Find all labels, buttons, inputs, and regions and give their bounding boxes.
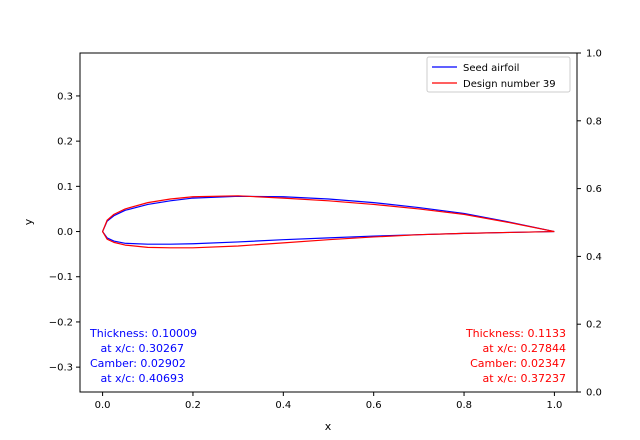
design-thickness-location-text: at x/c: 0.27844 (482, 342, 566, 355)
y-tick-label: 0.1 (57, 182, 73, 193)
seed-thickness-location-text: at x/c: 0.30267 (90, 342, 184, 355)
y2-tick-label: 1.0 (586, 49, 602, 60)
design-camber-text: Camber: 0.02347 (470, 357, 566, 370)
y2-tick-label: 0.0 (586, 388, 602, 399)
seed-thickness-text: Thickness: 0.10009 (89, 327, 197, 340)
y-tick-label: −0.1 (49, 272, 73, 283)
y2-tick-label: 0.4 (586, 252, 602, 263)
design-thickness-text: Thickness: 0.1133 (465, 327, 566, 340)
legend-label-design: Design number 39 (463, 79, 556, 90)
x-axis-label: x (325, 420, 332, 433)
x-tick-label: 0.6 (366, 400, 382, 411)
x-tick-label: 0.2 (185, 400, 201, 411)
legend-box (426, 56, 571, 93)
x-tick-label: 0.8 (456, 400, 472, 411)
design-annotation: Thickness: 0.1133 at x/c: 0.27844 Camber… (465, 327, 566, 385)
y2-tick-label: 0.2 (586, 320, 602, 331)
y-tick-label: −0.2 (49, 317, 73, 328)
y2-tick-label: 0.8 (586, 116, 602, 127)
y-tick-label: 0.2 (57, 137, 73, 148)
seed-camber-location-text: at x/c: 0.40693 (90, 372, 184, 385)
y-tick-label: 0.0 (57, 227, 73, 238)
y2-axis-ticks: 1.0 0.8 0.6 0.4 0.2 0.0 (577, 49, 602, 399)
y2-tick-label: 0.6 (586, 184, 602, 195)
x-axis-ticks: 0.0 0.2 0.4 0.6 0.8 1.0 (95, 392, 562, 411)
design-camber-location-text: at x/c: 0.37237 (482, 372, 566, 385)
seed-annotation: Thickness: 0.10009 at x/c: 0.30267 Cambe… (89, 327, 197, 385)
x-tick-label: 1.0 (546, 400, 562, 411)
series-line-design-39 (101, 195, 555, 249)
seed-camber-text: Camber: 0.02902 (90, 357, 186, 370)
legend: Seed airfoil Design number 39 (426, 56, 571, 93)
plot-area (101, 195, 555, 249)
axes-frame (79, 52, 578, 393)
y-tick-label: 0.3 (57, 91, 73, 102)
y-axis-ticks: 0.3 0.2 0.1 0.0 −0.1 −0.2 −0.3 (49, 91, 80, 374)
x-tick-label: 0.4 (275, 400, 291, 411)
y-axis-label: y (22, 218, 35, 225)
x-tick-label: 0.0 (95, 400, 111, 411)
legend-label-seed: Seed airfoil (463, 63, 519, 74)
y-tick-label: −0.3 (49, 363, 73, 374)
